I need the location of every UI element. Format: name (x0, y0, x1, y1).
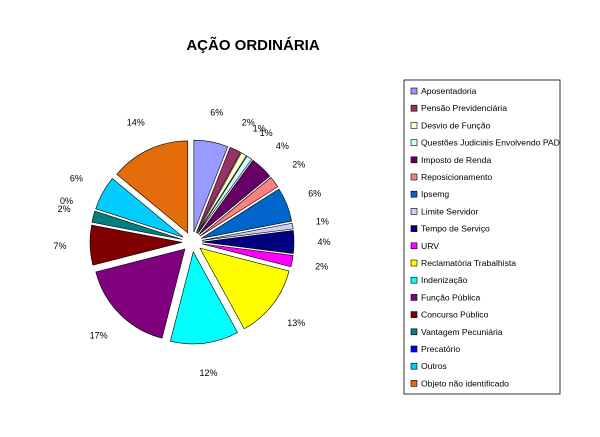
percentage-labels: 6%2%1%1%4%2%6%1%4%2%13%12%17%7%2%0%6%14% (54, 107, 331, 378)
legend-swatch-imposto-de-renda (410, 156, 418, 164)
pct-label-questoes-judiciais-envolvendo-pad: 1% (260, 128, 273, 138)
legend-swatch-pensao-previdenciaria (410, 104, 418, 112)
pct-label-concurso-publico: 7% (54, 241, 67, 251)
slice-tempo-de-servico (201, 230, 295, 254)
slice-urv (201, 243, 294, 268)
pct-label-indenizacao: 12% (200, 368, 218, 378)
legend-swatch-concurso-publico (410, 311, 418, 318)
pct-label-aposentadoria: 6% (210, 107, 223, 117)
legend-label-reposicionamento: Reposicionamento (421, 172, 492, 182)
slice-imposto-de-renda (198, 159, 271, 235)
pct-label-tempo-de-servico: 4% (317, 237, 330, 247)
pct-label-precatorio: 0% (60, 196, 73, 206)
legend-box (403, 79, 561, 395)
legend-swatch-indenizacao (410, 276, 418, 284)
legend-swatch-vantagem-pecuniaria (410, 328, 418, 336)
legend-swatch-objeto-nao-identificado (410, 380, 418, 387)
legend-swatch-limite-servidor (410, 208, 418, 215)
legend-label-vantagem-pecuniaria: Vantagem Pecuniária (421, 327, 503, 337)
legend-label-indenizacao: Indenização (421, 275, 468, 285)
legend-label-outros: Outros (421, 361, 447, 371)
pct-label-pensao-previdenciaria: 2% (242, 118, 255, 128)
pct-label-reclamatoria-trabalhista: 13% (287, 318, 305, 328)
legend: Aposentadoria Pensão Previdenciária Desvio… (403, 79, 561, 395)
slice-ipsemg (201, 188, 293, 239)
pct-label-limite-servidor: 1% (316, 216, 329, 226)
legend-swatch-reposicionamento (410, 173, 418, 181)
slice-funcao-publica (95, 248, 186, 339)
pct-label-desvio-de-funcao: 1% (253, 123, 266, 133)
legend-label-ipsemg: Ipsemg (421, 189, 449, 199)
pct-label-objeto-nao-identificado: 14% (127, 118, 145, 128)
legend-label-desvio-de-funcao: Desvio de Função (421, 120, 490, 130)
legend-swatch-desvio-de-funcao (410, 122, 418, 129)
legend-label-imposto-de-renda: Imposto de Renda (421, 155, 491, 165)
slice-outros (95, 178, 184, 238)
legend-label-concurso-publico: Concurso Público (421, 310, 489, 320)
legend-swatch-tempo-de-servico (410, 225, 418, 232)
slice-reposicionamento (199, 177, 279, 237)
legend-label-urv: URV (421, 241, 439, 251)
legend-label-questoes-judiciais-envolvendo-pad: Questões Judiciais Envolvendo PAD (421, 138, 560, 148)
slice-aposentadoria (193, 139, 229, 233)
slice-desvio-de-funcao (196, 152, 247, 234)
pct-label-urv: 2% (315, 262, 328, 272)
slice-reclamatoria-trabalhista (199, 247, 290, 330)
slice-concurso-publico (89, 224, 183, 266)
legend-label-pensao-previdenciaria: Pensão Previdenciária (421, 103, 507, 113)
legend-swatch-ipsemg (410, 190, 418, 198)
slice-limite-servidor (201, 222, 294, 241)
pct-label-outros: 6% (70, 173, 83, 183)
legend-swatch-reclamatoria-trabalhista (410, 259, 418, 267)
legend-label-funcao-publica: Função Pública (421, 292, 480, 302)
slice-pensao-previdenciaria (195, 147, 241, 234)
legend-swatch-aposentadoria (410, 87, 418, 95)
pct-label-imposto-de-renda: 4% (276, 141, 289, 151)
legend-swatch-precatorio (410, 345, 418, 353)
pct-label-ipsemg: 6% (308, 188, 321, 198)
chart-title: AÇÃO ORDINÁRIA (186, 36, 319, 54)
legend-swatch-outros (410, 362, 418, 370)
legend-label-precatorio: Precatório (421, 344, 460, 354)
pct-label-funcao-publica: 17% (90, 330, 108, 340)
legend-swatch-questoes-judiciais-envolvendo-pad (410, 139, 418, 146)
slice-indenizacao (170, 251, 238, 345)
legend-label-tempo-de-servico: Tempo de Serviço (421, 224, 490, 234)
legend-swatch-funcao-publica (410, 294, 418, 301)
pie-slices (89, 139, 295, 345)
legend-label-reclamatoria-trabalhista: Reclamatória Trabalhista (421, 258, 516, 268)
legend-swatch-urv (410, 242, 418, 250)
slice-questoes-judiciais-envolvendo-pad (197, 155, 253, 234)
slice-vantagem-pecuniaria (91, 210, 183, 240)
legend-label-aposentadoria: Aposentadoria (421, 86, 477, 96)
legend-label-limite-servidor: Limite Servidor (421, 206, 478, 216)
legend-label-objeto-nao-identificado: Objeto não identificado (421, 378, 509, 388)
pct-label-vantagem-pecuniaria: 2% (58, 204, 71, 214)
slice-objeto-nao-identificado (116, 140, 189, 234)
pct-label-reposicionamento: 2% (292, 159, 305, 169)
